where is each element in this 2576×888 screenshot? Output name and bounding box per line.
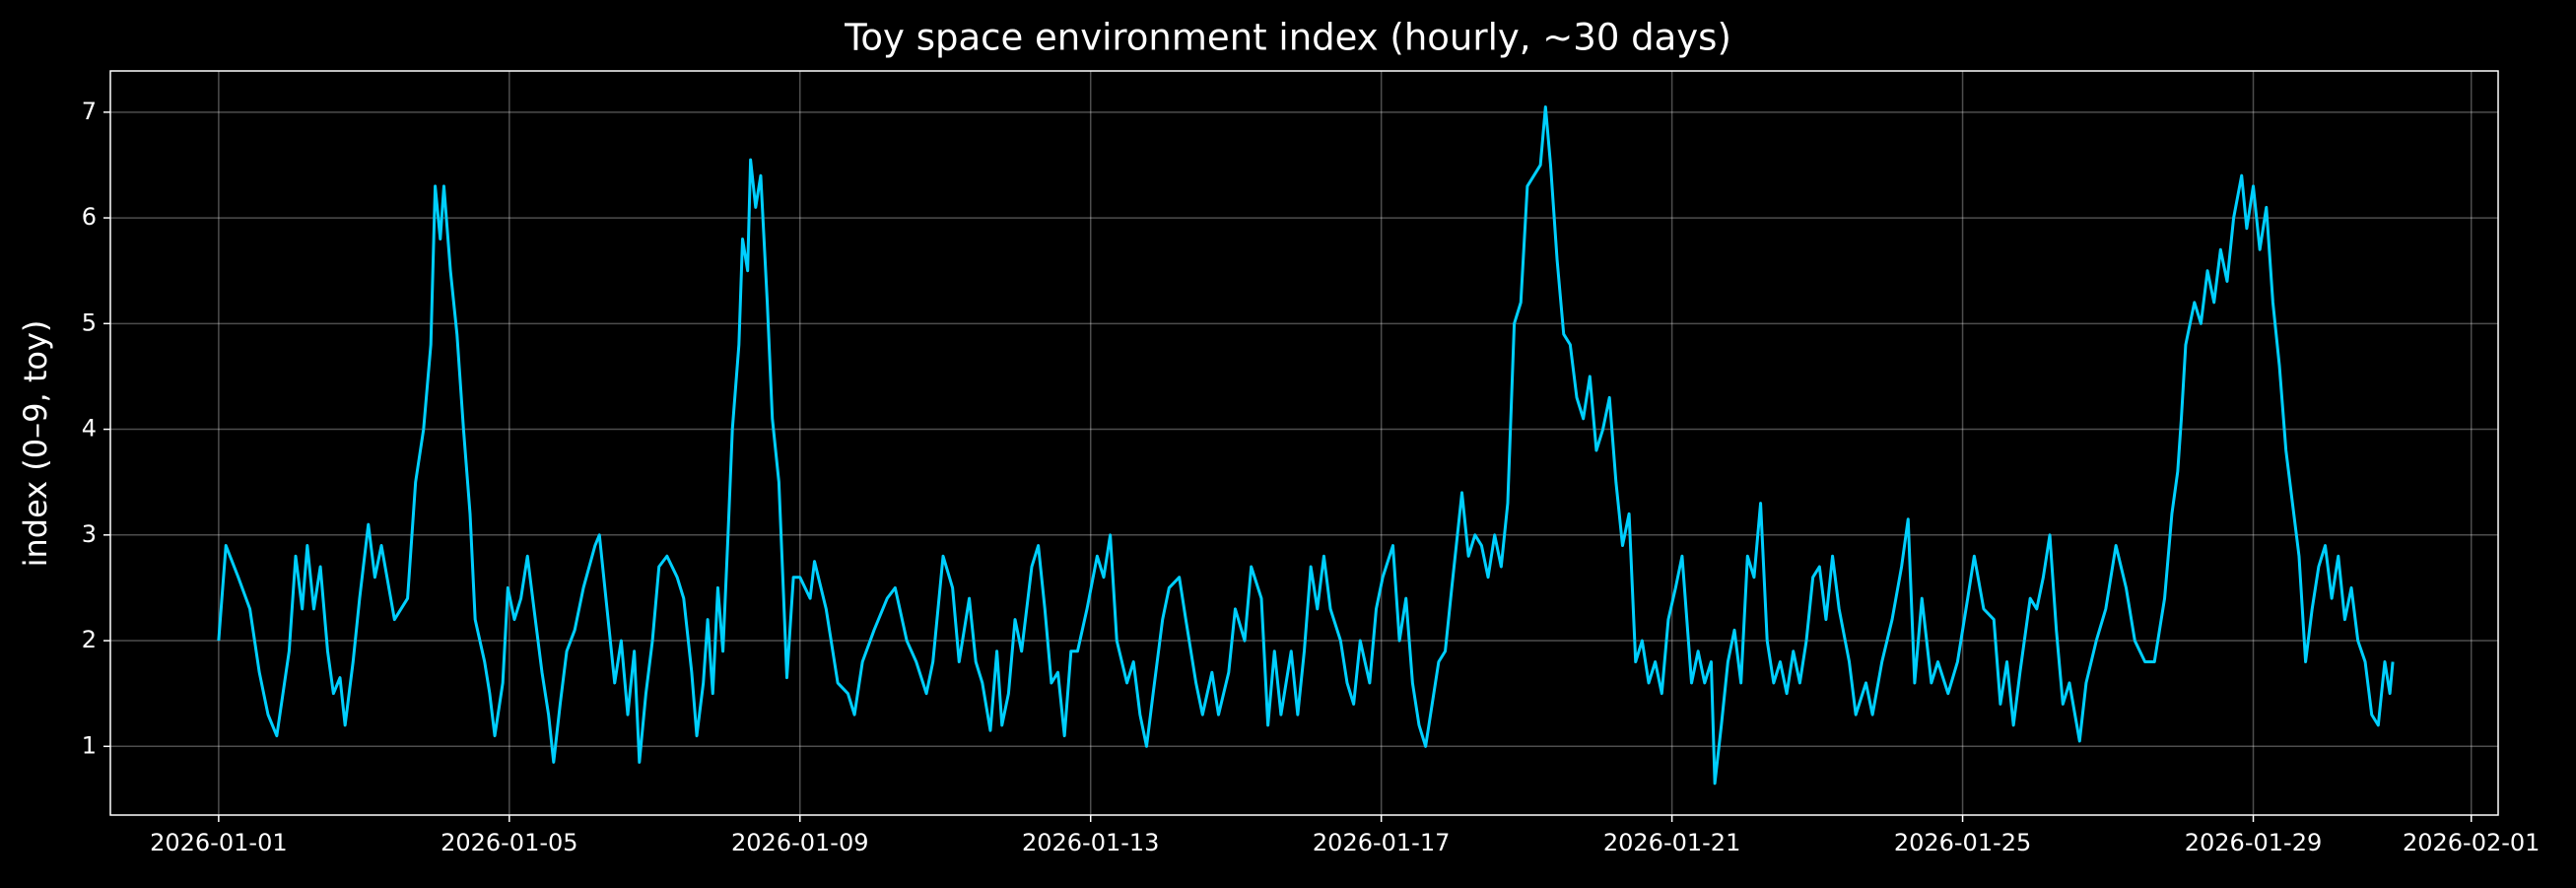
chart-title: Toy space environment index (hourly, ~30…: [844, 17, 1731, 59]
y-tick-label: 1: [82, 731, 97, 759]
x-tick-label: 2026-01-01: [150, 829, 287, 856]
plot-frame: [109, 70, 2499, 816]
data-line: [217, 104, 2395, 786]
x-tick-label: 2026-01-05: [441, 829, 577, 856]
y-tick-label: 2: [82, 626, 97, 653]
x-tick-label: 2026-01-17: [1313, 829, 1450, 856]
x-tick-label: 2026-02-01: [2403, 829, 2540, 856]
x-tick-label: 2026-01-13: [1022, 829, 1159, 856]
y-tick-label: 4: [82, 415, 97, 443]
y-axis-label: index (0–9, toy): [17, 320, 54, 568]
x-tick-label: 2026-01-21: [1603, 829, 1740, 856]
y-tick-label: 3: [82, 520, 97, 548]
y-tick-label: 6: [82, 203, 97, 231]
x-tick-label: 2026-01-29: [2185, 829, 2322, 856]
y-tick-label: 7: [82, 98, 97, 125]
x-tick-label: 2026-01-09: [731, 829, 868, 856]
y-tick-label: 5: [82, 308, 97, 336]
x-tick-label: 2026-01-25: [1894, 829, 2031, 856]
